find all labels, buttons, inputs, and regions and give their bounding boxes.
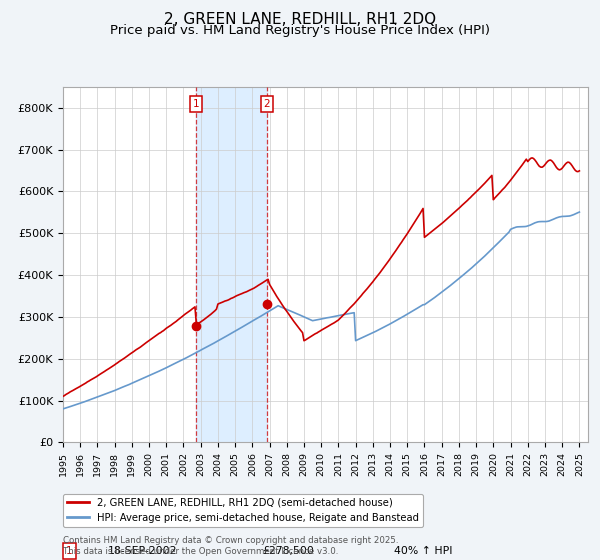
Text: 1: 1 — [193, 99, 199, 109]
Text: £278,500: £278,500 — [263, 546, 314, 556]
Text: Contains HM Land Registry data © Crown copyright and database right 2025.
This d: Contains HM Land Registry data © Crown c… — [63, 536, 398, 556]
Bar — [196, 87, 267, 442]
Legend: 2, GREEN LANE, REDHILL, RH1 2DQ (semi-detached house), HPI: Average price, semi-: 2, GREEN LANE, REDHILL, RH1 2DQ (semi-de… — [63, 494, 423, 527]
Text: 2: 2 — [263, 99, 270, 109]
Text: 1: 1 — [66, 546, 73, 556]
Text: Price paid vs. HM Land Registry's House Price Index (HPI): Price paid vs. HM Land Registry's House … — [110, 24, 490, 37]
Text: 18-SEP-2002: 18-SEP-2002 — [107, 546, 177, 556]
Text: 40% ↑ HPI: 40% ↑ HPI — [394, 546, 452, 556]
Text: 2, GREEN LANE, REDHILL, RH1 2DQ: 2, GREEN LANE, REDHILL, RH1 2DQ — [164, 12, 436, 27]
